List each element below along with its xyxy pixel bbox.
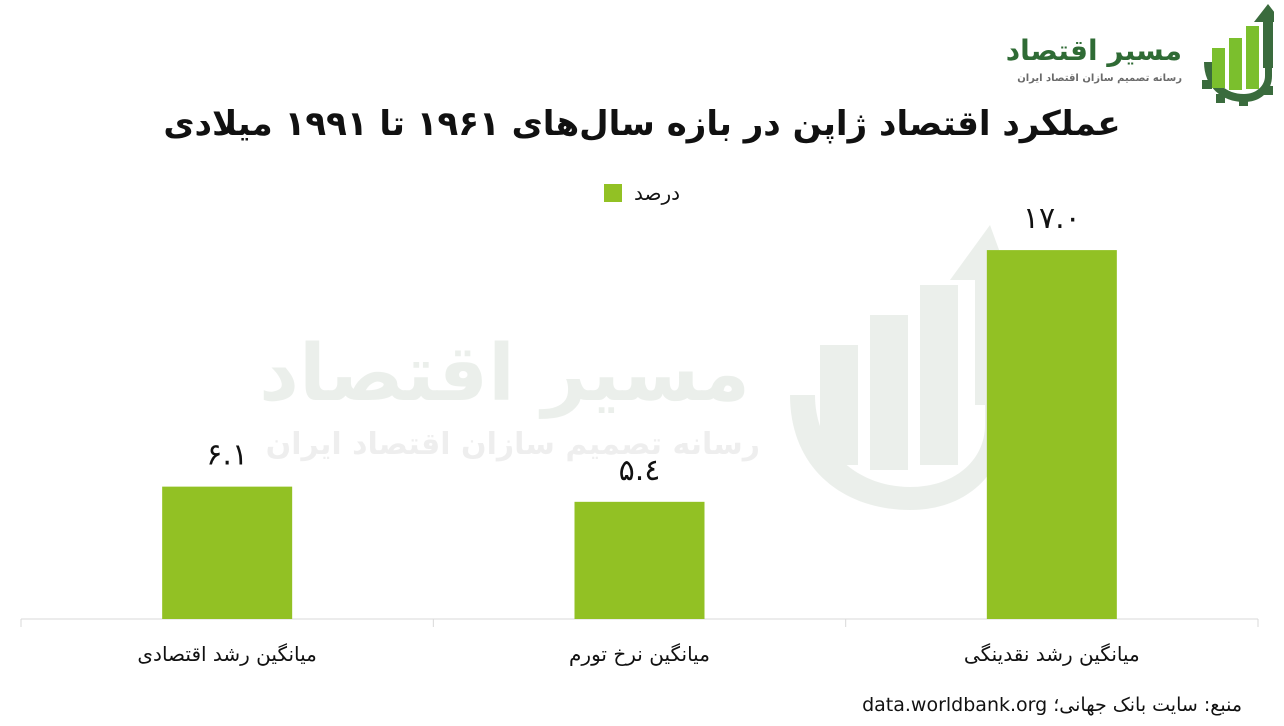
bar [574,501,705,619]
legend-label: درصد [634,181,681,205]
legend-swatch [604,184,622,202]
x-tick-label: میانگین رشد نقدینگی [964,642,1140,666]
chart-title: عملکرد اقتصاد ژاپن در بازه سال‌های ۱۹۶۱ … [163,104,1121,144]
bar [986,250,1117,619]
source-note: منبع: سایت بانک جهانی؛ data.worldbank.or… [862,694,1242,716]
brand-logo-title: مسیر اقتصاد [1005,34,1182,67]
brand-logo: مسیر اقتصاد رسانه تصمیم سازان اقتصاد ایر… [1005,4,1274,106]
chart-legend: درصد [604,178,680,208]
growth-bars-gear-arrow-icon [1202,4,1274,106]
bar-value-label: ۱۷.۰ [1023,201,1081,236]
x-tick-label: میانگین نرخ تورم [569,642,710,666]
brand-logo-subtitle: رسانه تصمیم سازان اقتصاد ایران [1017,73,1182,84]
bar [162,486,293,619]
bar-value-label: ۶.۱ [206,438,248,473]
bar-value-label: ۵.٤ [619,453,661,488]
x-tick-label: میانگین رشد اقتصادی [137,642,317,666]
